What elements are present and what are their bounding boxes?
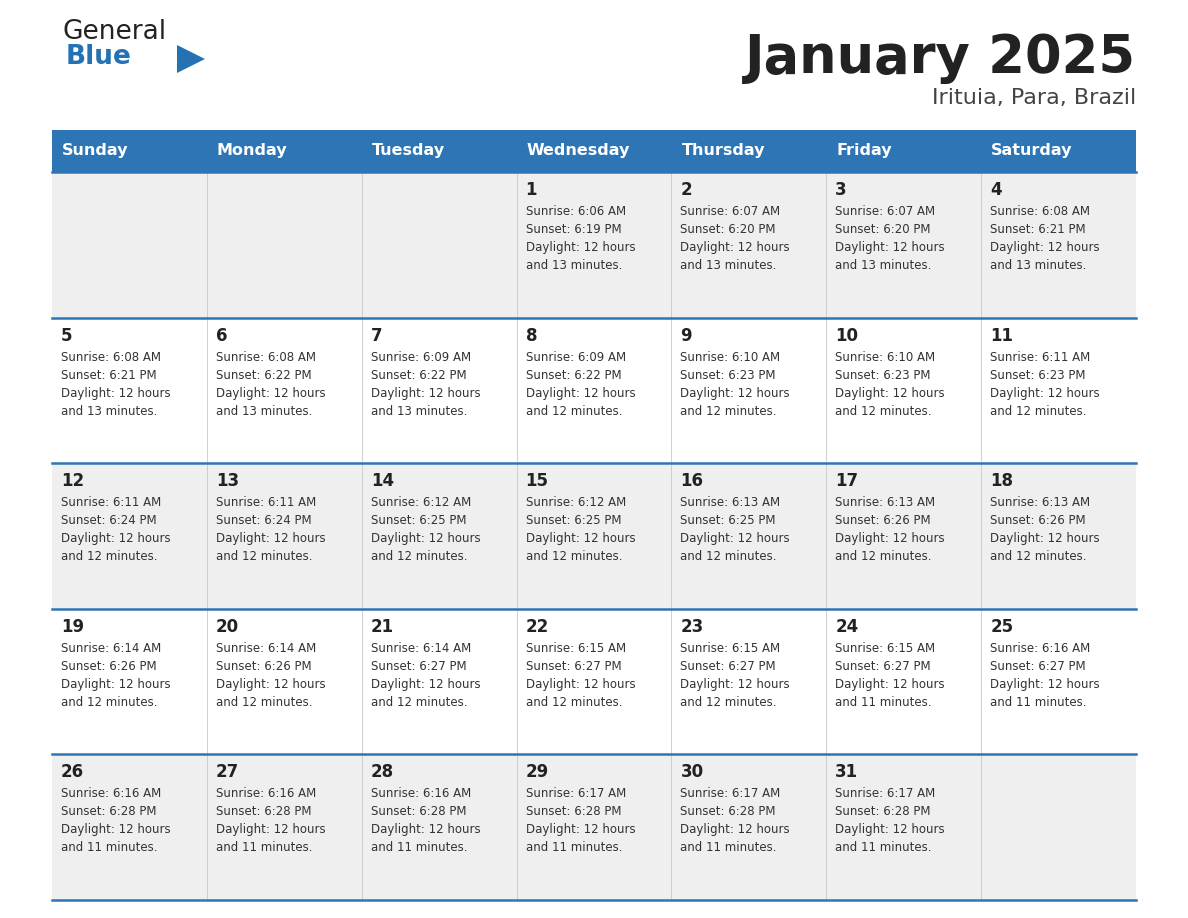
Text: Sunrise: 6:16 AM
Sunset: 6:28 PM
Daylight: 12 hours
and 11 minutes.: Sunrise: 6:16 AM Sunset: 6:28 PM Dayligh… xyxy=(371,788,480,855)
Text: 8: 8 xyxy=(525,327,537,344)
Bar xyxy=(52,318,1136,464)
Text: 24: 24 xyxy=(835,618,859,636)
Bar xyxy=(671,130,827,172)
Bar xyxy=(52,755,1136,900)
Text: Sunrise: 6:15 AM
Sunset: 6:27 PM
Daylight: 12 hours
and 12 minutes.: Sunrise: 6:15 AM Sunset: 6:27 PM Dayligh… xyxy=(681,642,790,709)
Bar xyxy=(52,130,207,172)
Text: Sunrise: 6:09 AM
Sunset: 6:22 PM
Daylight: 12 hours
and 13 minutes.: Sunrise: 6:09 AM Sunset: 6:22 PM Dayligh… xyxy=(371,351,480,418)
Bar xyxy=(827,130,981,172)
Text: 25: 25 xyxy=(990,618,1013,636)
Text: Sunrise: 6:15 AM
Sunset: 6:27 PM
Daylight: 12 hours
and 11 minutes.: Sunrise: 6:15 AM Sunset: 6:27 PM Dayligh… xyxy=(835,642,944,709)
Text: 29: 29 xyxy=(525,764,549,781)
Bar xyxy=(517,130,671,172)
Polygon shape xyxy=(177,45,206,73)
Text: Sunrise: 6:12 AM
Sunset: 6:25 PM
Daylight: 12 hours
and 12 minutes.: Sunrise: 6:12 AM Sunset: 6:25 PM Dayligh… xyxy=(371,497,480,564)
Text: Friday: Friday xyxy=(836,143,892,159)
Text: Sunrise: 6:14 AM
Sunset: 6:26 PM
Daylight: 12 hours
and 12 minutes.: Sunrise: 6:14 AM Sunset: 6:26 PM Dayligh… xyxy=(61,642,171,709)
Text: 11: 11 xyxy=(990,327,1013,344)
Text: 22: 22 xyxy=(525,618,549,636)
Text: Sunrise: 6:09 AM
Sunset: 6:22 PM
Daylight: 12 hours
and 12 minutes.: Sunrise: 6:09 AM Sunset: 6:22 PM Dayligh… xyxy=(525,351,636,418)
Text: Wednesday: Wednesday xyxy=(526,143,630,159)
Text: 14: 14 xyxy=(371,472,394,490)
Text: Sunrise: 6:11 AM
Sunset: 6:23 PM
Daylight: 12 hours
and 12 minutes.: Sunrise: 6:11 AM Sunset: 6:23 PM Dayligh… xyxy=(990,351,1100,418)
Text: 18: 18 xyxy=(990,472,1013,490)
Text: 17: 17 xyxy=(835,472,859,490)
Text: Sunrise: 6:16 AM
Sunset: 6:28 PM
Daylight: 12 hours
and 11 minutes.: Sunrise: 6:16 AM Sunset: 6:28 PM Dayligh… xyxy=(61,788,171,855)
Text: 9: 9 xyxy=(681,327,693,344)
Bar xyxy=(52,464,1136,609)
Text: January 2025: January 2025 xyxy=(745,32,1136,84)
Text: Sunrise: 6:14 AM
Sunset: 6:27 PM
Daylight: 12 hours
and 12 minutes.: Sunrise: 6:14 AM Sunset: 6:27 PM Dayligh… xyxy=(371,642,480,709)
Text: Sunrise: 6:17 AM
Sunset: 6:28 PM
Daylight: 12 hours
and 11 minutes.: Sunrise: 6:17 AM Sunset: 6:28 PM Dayligh… xyxy=(681,788,790,855)
Text: Sunrise: 6:13 AM
Sunset: 6:25 PM
Daylight: 12 hours
and 12 minutes.: Sunrise: 6:13 AM Sunset: 6:25 PM Dayligh… xyxy=(681,497,790,564)
Text: Sunrise: 6:13 AM
Sunset: 6:26 PM
Daylight: 12 hours
and 12 minutes.: Sunrise: 6:13 AM Sunset: 6:26 PM Dayligh… xyxy=(835,497,944,564)
Bar xyxy=(52,609,1136,755)
Text: Saturday: Saturday xyxy=(991,143,1073,159)
Text: 23: 23 xyxy=(681,618,703,636)
Text: 7: 7 xyxy=(371,327,383,344)
Text: Sunrise: 6:08 AM
Sunset: 6:21 PM
Daylight: 12 hours
and 13 minutes.: Sunrise: 6:08 AM Sunset: 6:21 PM Dayligh… xyxy=(990,205,1100,272)
Text: Sunrise: 6:10 AM
Sunset: 6:23 PM
Daylight: 12 hours
and 12 minutes.: Sunrise: 6:10 AM Sunset: 6:23 PM Dayligh… xyxy=(681,351,790,418)
Text: Sunday: Sunday xyxy=(62,143,128,159)
Text: 30: 30 xyxy=(681,764,703,781)
Text: Sunrise: 6:17 AM
Sunset: 6:28 PM
Daylight: 12 hours
and 11 minutes.: Sunrise: 6:17 AM Sunset: 6:28 PM Dayligh… xyxy=(835,788,944,855)
Text: Sunrise: 6:14 AM
Sunset: 6:26 PM
Daylight: 12 hours
and 12 minutes.: Sunrise: 6:14 AM Sunset: 6:26 PM Dayligh… xyxy=(216,642,326,709)
Text: Sunrise: 6:11 AM
Sunset: 6:24 PM
Daylight: 12 hours
and 12 minutes.: Sunrise: 6:11 AM Sunset: 6:24 PM Dayligh… xyxy=(61,497,171,564)
Text: 27: 27 xyxy=(216,764,239,781)
Text: 15: 15 xyxy=(525,472,549,490)
Text: Sunrise: 6:07 AM
Sunset: 6:20 PM
Daylight: 12 hours
and 13 minutes.: Sunrise: 6:07 AM Sunset: 6:20 PM Dayligh… xyxy=(681,205,790,272)
Text: 28: 28 xyxy=(371,764,394,781)
Text: 31: 31 xyxy=(835,764,859,781)
Text: 1: 1 xyxy=(525,181,537,199)
Text: Sunrise: 6:10 AM
Sunset: 6:23 PM
Daylight: 12 hours
and 12 minutes.: Sunrise: 6:10 AM Sunset: 6:23 PM Dayligh… xyxy=(835,351,944,418)
Text: Monday: Monday xyxy=(217,143,287,159)
Text: Sunrise: 6:15 AM
Sunset: 6:27 PM
Daylight: 12 hours
and 12 minutes.: Sunrise: 6:15 AM Sunset: 6:27 PM Dayligh… xyxy=(525,642,636,709)
Text: 20: 20 xyxy=(216,618,239,636)
Text: 21: 21 xyxy=(371,618,394,636)
Text: Irituia, Para, Brazil: Irituia, Para, Brazil xyxy=(931,88,1136,108)
Bar xyxy=(361,130,517,172)
Text: 6: 6 xyxy=(216,327,227,344)
Text: 3: 3 xyxy=(835,181,847,199)
Bar xyxy=(981,130,1136,172)
Bar xyxy=(52,172,1136,318)
Text: 16: 16 xyxy=(681,472,703,490)
Text: 2: 2 xyxy=(681,181,693,199)
Text: 13: 13 xyxy=(216,472,239,490)
Text: Sunrise: 6:06 AM
Sunset: 6:19 PM
Daylight: 12 hours
and 13 minutes.: Sunrise: 6:06 AM Sunset: 6:19 PM Dayligh… xyxy=(525,205,636,272)
Text: 10: 10 xyxy=(835,327,858,344)
Bar xyxy=(207,130,361,172)
Text: Blue: Blue xyxy=(67,44,132,70)
Text: Sunrise: 6:08 AM
Sunset: 6:22 PM
Daylight: 12 hours
and 13 minutes.: Sunrise: 6:08 AM Sunset: 6:22 PM Dayligh… xyxy=(216,351,326,418)
Text: Thursday: Thursday xyxy=(682,143,765,159)
Text: Sunrise: 6:07 AM
Sunset: 6:20 PM
Daylight: 12 hours
and 13 minutes.: Sunrise: 6:07 AM Sunset: 6:20 PM Dayligh… xyxy=(835,205,944,272)
Text: 26: 26 xyxy=(61,764,84,781)
Text: Sunrise: 6:11 AM
Sunset: 6:24 PM
Daylight: 12 hours
and 12 minutes.: Sunrise: 6:11 AM Sunset: 6:24 PM Dayligh… xyxy=(216,497,326,564)
Text: General: General xyxy=(62,19,166,45)
Text: Sunrise: 6:16 AM
Sunset: 6:27 PM
Daylight: 12 hours
and 11 minutes.: Sunrise: 6:16 AM Sunset: 6:27 PM Dayligh… xyxy=(990,642,1100,709)
Text: Tuesday: Tuesday xyxy=(372,143,444,159)
Text: Sunrise: 6:16 AM
Sunset: 6:28 PM
Daylight: 12 hours
and 11 minutes.: Sunrise: 6:16 AM Sunset: 6:28 PM Dayligh… xyxy=(216,788,326,855)
Text: Sunrise: 6:13 AM
Sunset: 6:26 PM
Daylight: 12 hours
and 12 minutes.: Sunrise: 6:13 AM Sunset: 6:26 PM Dayligh… xyxy=(990,497,1100,564)
Text: 19: 19 xyxy=(61,618,84,636)
Text: Sunrise: 6:17 AM
Sunset: 6:28 PM
Daylight: 12 hours
and 11 minutes.: Sunrise: 6:17 AM Sunset: 6:28 PM Dayligh… xyxy=(525,788,636,855)
Text: 4: 4 xyxy=(990,181,1001,199)
Text: 5: 5 xyxy=(61,327,72,344)
Text: 12: 12 xyxy=(61,472,84,490)
Text: Sunrise: 6:12 AM
Sunset: 6:25 PM
Daylight: 12 hours
and 12 minutes.: Sunrise: 6:12 AM Sunset: 6:25 PM Dayligh… xyxy=(525,497,636,564)
Text: Sunrise: 6:08 AM
Sunset: 6:21 PM
Daylight: 12 hours
and 13 minutes.: Sunrise: 6:08 AM Sunset: 6:21 PM Dayligh… xyxy=(61,351,171,418)
